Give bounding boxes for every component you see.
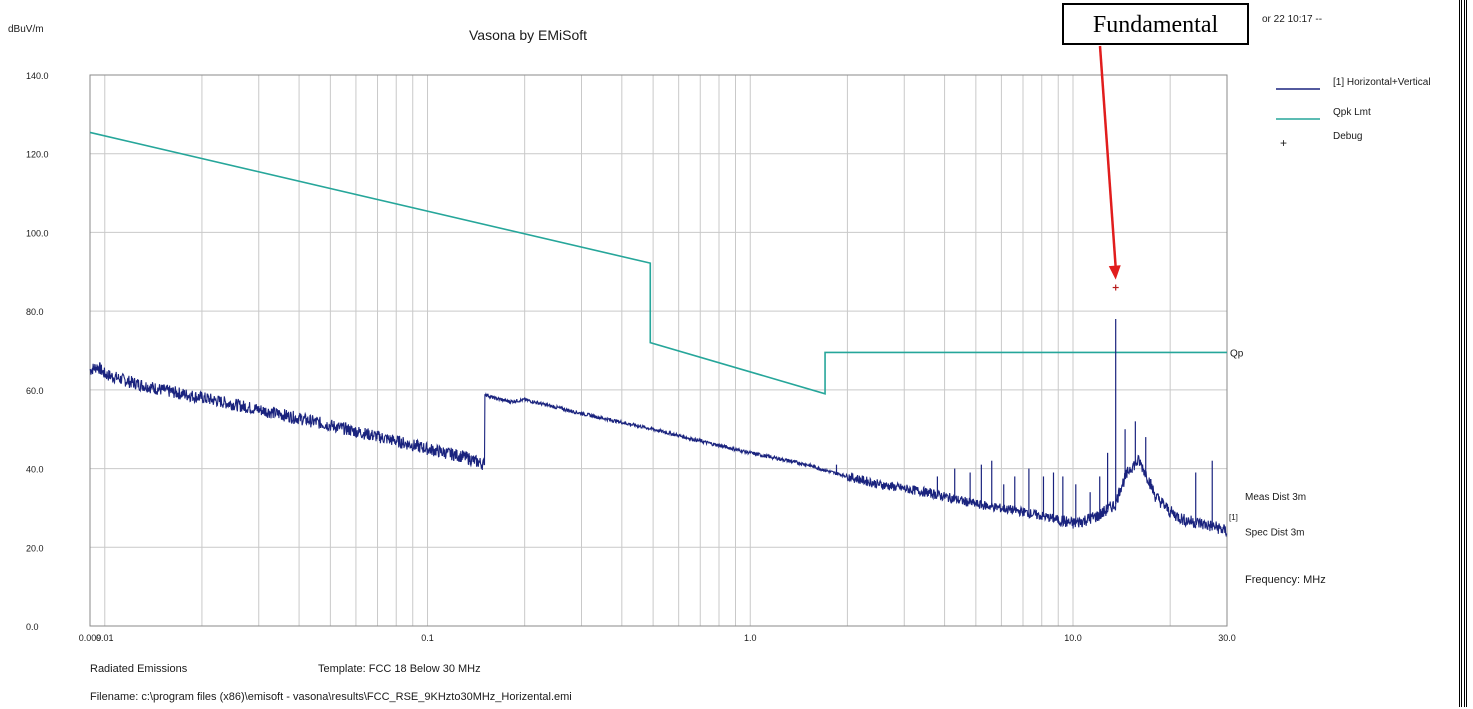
- right-annotation: Meas Dist 3m: [1245, 492, 1306, 503]
- x-tick-label: 0.01: [96, 633, 114, 643]
- legend-label: Debug: [1333, 131, 1362, 142]
- x-tick-label: 1.0: [744, 633, 757, 643]
- right-annotation: Qp: [1230, 348, 1244, 359]
- legend-debug-marker: +: [1280, 136, 1287, 150]
- footer-filename: Filename: c:\program files (x86)\emisoft…: [90, 691, 572, 703]
- x-tick-label: 0.1: [421, 633, 434, 643]
- y-tick-label: 80.0: [26, 307, 44, 317]
- y-axis-unit: dBuV/m: [8, 24, 44, 35]
- series-layer: [89, 131, 1228, 538]
- footer-report-type: Radiated Emissions: [90, 663, 188, 675]
- fundamental-arrow-line: [1098, 45, 1117, 268]
- annotations: Qp Meas Dist 3m [1] Spec Dist 3m: [1229, 348, 1306, 538]
- legend-label: [1] Horizontal+Vertical: [1333, 77, 1431, 88]
- plot-background: [90, 75, 1227, 626]
- plot-border: [89, 74, 1228, 627]
- fundamental-arrow: [1098, 45, 1121, 280]
- series-horizontal-vertical-line: [89, 362, 1228, 538]
- y-tick-label: 140.0: [26, 71, 49, 81]
- legend: [1] Horizontal+Vertical Qpk Lmt + Debug: [1276, 77, 1431, 150]
- x-tick-label: 10.0: [1064, 633, 1082, 643]
- x-axis-label: Frequency: MHz: [1245, 574, 1326, 586]
- fundamental-callout: Fundamental: [1062, 3, 1249, 45]
- x-tick-label: 30.0: [1218, 633, 1236, 643]
- right-border: [1459, 0, 1467, 707]
- tick-labels: 140.0120.0100.080.060.040.020.00.00.0090…: [26, 71, 1236, 643]
- footer-template: Template: FCC 18 Below 30 MHz: [318, 663, 481, 675]
- y-tick-label: 40.0: [26, 465, 44, 475]
- fundamental-arrow-head: [1108, 265, 1121, 280]
- right-annotation: [1]: [1229, 513, 1238, 522]
- grid-lines: [89, 75, 1227, 626]
- chart-title: Vasona by EMiSoft: [469, 27, 587, 43]
- y-tick-label: 100.0: [26, 228, 49, 238]
- y-tick-label: 0.0: [26, 622, 39, 632]
- y-tick-label: 60.0: [26, 386, 44, 396]
- y-tick-label: 20.0: [26, 543, 44, 553]
- legend-label: Qpk Lmt: [1333, 107, 1371, 118]
- plot-frame: [89, 74, 1228, 627]
- header-timestamp-fragment: or 22 10:17 --: [1262, 14, 1322, 25]
- x-tick-label: 0.009: [79, 633, 102, 643]
- right-annotation: Spec Dist 3m: [1245, 528, 1304, 539]
- series-qpk-lmt-line: [89, 131, 1227, 395]
- y-tick-label: 120.0: [26, 150, 49, 160]
